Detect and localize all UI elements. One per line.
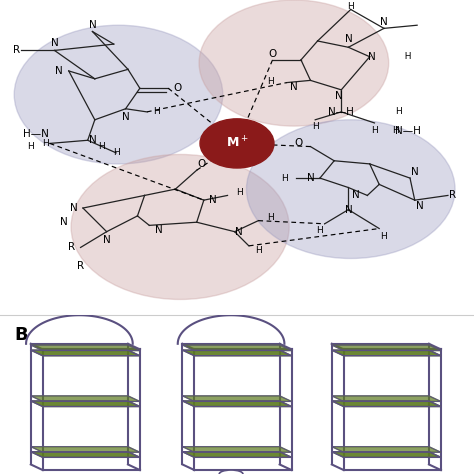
Text: N—H: N—H: [328, 107, 354, 117]
Text: O: O: [294, 138, 303, 148]
Text: H: H: [281, 173, 288, 182]
Text: N: N: [345, 205, 352, 215]
Circle shape: [14, 25, 223, 164]
Text: N: N: [411, 167, 419, 177]
Text: N: N: [290, 82, 298, 91]
Polygon shape: [31, 345, 140, 351]
Text: N: N: [416, 201, 423, 211]
Text: H: H: [267, 77, 273, 86]
Text: N: N: [89, 20, 96, 30]
Text: H: H: [153, 108, 160, 117]
Text: H: H: [113, 148, 119, 157]
Polygon shape: [31, 350, 140, 356]
Polygon shape: [182, 452, 292, 457]
Text: N: N: [368, 52, 376, 62]
Polygon shape: [332, 345, 441, 351]
Text: H: H: [395, 108, 401, 117]
Text: H: H: [236, 188, 243, 197]
Text: N: N: [335, 91, 343, 101]
Text: R: R: [449, 191, 456, 201]
Text: N: N: [103, 235, 110, 245]
Polygon shape: [332, 350, 441, 356]
Text: O: O: [197, 159, 206, 169]
Text: N: N: [380, 17, 388, 27]
Text: N: N: [55, 66, 63, 76]
Circle shape: [219, 470, 243, 474]
Circle shape: [199, 0, 389, 126]
Text: R: R: [77, 261, 84, 271]
Text: O: O: [268, 49, 277, 59]
Text: H: H: [99, 142, 105, 151]
Text: H—N: H—N: [23, 129, 48, 139]
Text: N: N: [236, 227, 243, 237]
Text: N: N: [89, 135, 96, 145]
Polygon shape: [182, 447, 292, 452]
Circle shape: [246, 120, 455, 258]
Text: N: N: [60, 217, 68, 227]
Polygon shape: [31, 452, 140, 457]
Text: H: H: [399, 52, 411, 61]
Text: N: N: [345, 35, 352, 45]
Text: N: N: [122, 112, 129, 122]
Polygon shape: [182, 345, 292, 351]
Text: H: H: [27, 142, 34, 151]
Text: H: H: [347, 2, 354, 11]
Text: R: R: [67, 242, 75, 253]
Text: H: H: [267, 213, 273, 222]
Text: H: H: [371, 126, 378, 135]
Polygon shape: [31, 447, 140, 452]
Text: H: H: [381, 232, 387, 241]
Text: O: O: [173, 83, 182, 93]
Text: H: H: [317, 226, 323, 235]
Polygon shape: [332, 396, 441, 401]
Text: H: H: [42, 139, 48, 148]
Polygon shape: [182, 396, 292, 401]
Text: N: N: [307, 173, 314, 183]
Text: B: B: [14, 326, 28, 344]
Text: N: N: [155, 225, 163, 235]
Text: H: H: [392, 126, 399, 135]
Polygon shape: [332, 401, 441, 407]
Circle shape: [71, 155, 289, 300]
Polygon shape: [31, 396, 140, 401]
Text: H: H: [312, 122, 319, 130]
Text: N: N: [210, 195, 217, 205]
Polygon shape: [182, 401, 292, 407]
Polygon shape: [182, 350, 292, 356]
Polygon shape: [332, 452, 441, 457]
Text: H: H: [255, 246, 262, 255]
Circle shape: [200, 119, 274, 168]
Polygon shape: [332, 447, 441, 452]
Text: N: N: [51, 37, 58, 47]
Text: M$^+$: M$^+$: [226, 136, 248, 151]
Text: N—H: N—H: [395, 126, 420, 136]
Text: N: N: [352, 191, 359, 201]
Text: N: N: [70, 203, 77, 213]
Polygon shape: [31, 401, 140, 407]
Text: R: R: [13, 46, 20, 55]
